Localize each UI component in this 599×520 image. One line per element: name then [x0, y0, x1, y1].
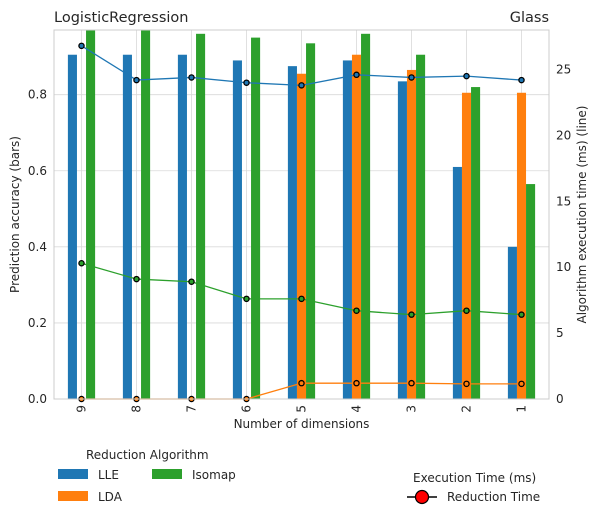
bar-lle-7 — [177, 54, 187, 399]
y-axis-title: Prediction accuracy (bars) — [8, 136, 22, 293]
y2-tick-label: 0 — [556, 392, 564, 406]
legend-swatch-lle — [58, 469, 88, 479]
point-lle-8 — [133, 76, 140, 84]
bar-isomap-5 — [306, 43, 316, 400]
legend-label-lda: LDA — [98, 490, 123, 504]
bar-lle-4 — [342, 60, 352, 400]
point-isomap-7 — [188, 278, 195, 285]
y2-tick-label: 15 — [556, 194, 571, 208]
y2-tick-label: 20 — [556, 128, 571, 142]
point-isomap-1 — [518, 311, 525, 318]
y-tick-label: 0.6 — [28, 164, 47, 178]
bar-series — [67, 30, 536, 400]
x-tick-label: 1 — [515, 405, 529, 413]
x-tick-label: 8 — [130, 405, 144, 413]
point-isomap-9 — [78, 260, 85, 267]
bar-lle-1 — [507, 246, 517, 399]
legend-label-lle: LLE — [98, 468, 119, 482]
x-tick-label: 7 — [185, 405, 199, 413]
bar-lle-2 — [452, 166, 462, 399]
bar-isomap-7 — [196, 33, 206, 399]
bar-lle-9 — [67, 54, 77, 399]
bar-lda-2 — [461, 92, 472, 400]
point-lle-1 — [518, 76, 525, 84]
chart-title-left: LogisticRegression — [54, 10, 188, 26]
point-lle-7 — [188, 74, 195, 81]
y2-tick-label: 10 — [556, 260, 571, 274]
y-tick-label: 0.8 — [28, 88, 47, 102]
point-lle-5 — [298, 82, 305, 89]
legend-swatch-isomap — [152, 469, 182, 479]
point-lle-4 — [353, 71, 360, 79]
y2-axis-title: Algorithm execution time (ms) (line) — [575, 106, 589, 324]
legend-reduction-algorithm: Reduction Algorithm LLE LDA Isomap — [58, 448, 236, 504]
bar-isomap-6 — [251, 37, 261, 399]
axis-ticks: 0.0 0.2 0.4 0.6 0.8 0 5 10 15 20 25 9 8 7 6 5 4 3 2 1 — [28, 63, 571, 413]
chart-title-right: Glass — [510, 10, 549, 26]
y2-tick-label: 5 — [556, 326, 564, 340]
bar-isomap-4 — [361, 33, 371, 399]
y2-tick-label: 25 — [556, 63, 571, 77]
bar-lda-3 — [406, 69, 417, 399]
point-isomap-4 — [353, 307, 360, 314]
bar-isomap-9 — [86, 30, 96, 399]
point-lda-2 — [463, 380, 470, 388]
legend-line-title: Execution Time (ms) — [413, 471, 536, 485]
bar-lle-8 — [122, 54, 132, 399]
point-isomap-3 — [408, 311, 415, 318]
bar-lle-6 — [232, 60, 242, 400]
legend-swatch-lda — [58, 491, 88, 501]
line-series — [78, 42, 525, 403]
y-tick-label: 0.2 — [28, 316, 47, 330]
bar-lle-5 — [287, 66, 297, 400]
bar-isomap-8 — [141, 30, 151, 399]
legend-label-isomap: Isomap — [192, 468, 236, 482]
point-isomap-5 — [298, 295, 305, 303]
x-axis-title: Number of dimensions — [234, 417, 370, 431]
bar-lle-3 — [397, 81, 407, 400]
point-lda-3 — [408, 379, 415, 387]
x-tick-label: 6 — [240, 405, 254, 413]
point-isomap-2 — [463, 307, 470, 314]
point-lle-3 — [408, 74, 415, 81]
x-tick-label: 2 — [460, 405, 474, 413]
x-tick-label: 9 — [75, 405, 89, 413]
bar-lda-1 — [516, 92, 527, 400]
x-tick-label: 3 — [405, 405, 419, 413]
legend-bars-title: Reduction Algorithm — [86, 448, 209, 462]
legend-line-label: Reduction Time — [447, 490, 540, 504]
bar-isomap-2 — [471, 87, 481, 399]
legend-execution-time: Execution Time (ms) Reduction Time — [407, 471, 540, 505]
point-lle-2 — [463, 72, 470, 80]
point-isomap-6 — [243, 295, 250, 303]
bar-isomap-1 — [526, 184, 536, 399]
point-isomap-8 — [133, 275, 140, 283]
x-tick-label: 4 — [350, 405, 364, 413]
plot-frame — [53, 29, 550, 400]
y-tick-label: 0.0 — [28, 392, 47, 406]
bar-lda-4 — [351, 54, 362, 399]
bar-isomap-3 — [416, 54, 426, 399]
point-lda-5 — [298, 379, 305, 387]
point-lle-9 — [78, 42, 85, 50]
legend-line-marker — [414, 489, 430, 505]
bar-lda-5 — [296, 73, 307, 399]
x-tick-label: 5 — [295, 405, 309, 413]
point-lda-1 — [518, 380, 525, 388]
y-tick-label: 0.4 — [28, 240, 47, 254]
point-lle-6 — [243, 79, 250, 86]
point-lda-4 — [353, 379, 360, 387]
